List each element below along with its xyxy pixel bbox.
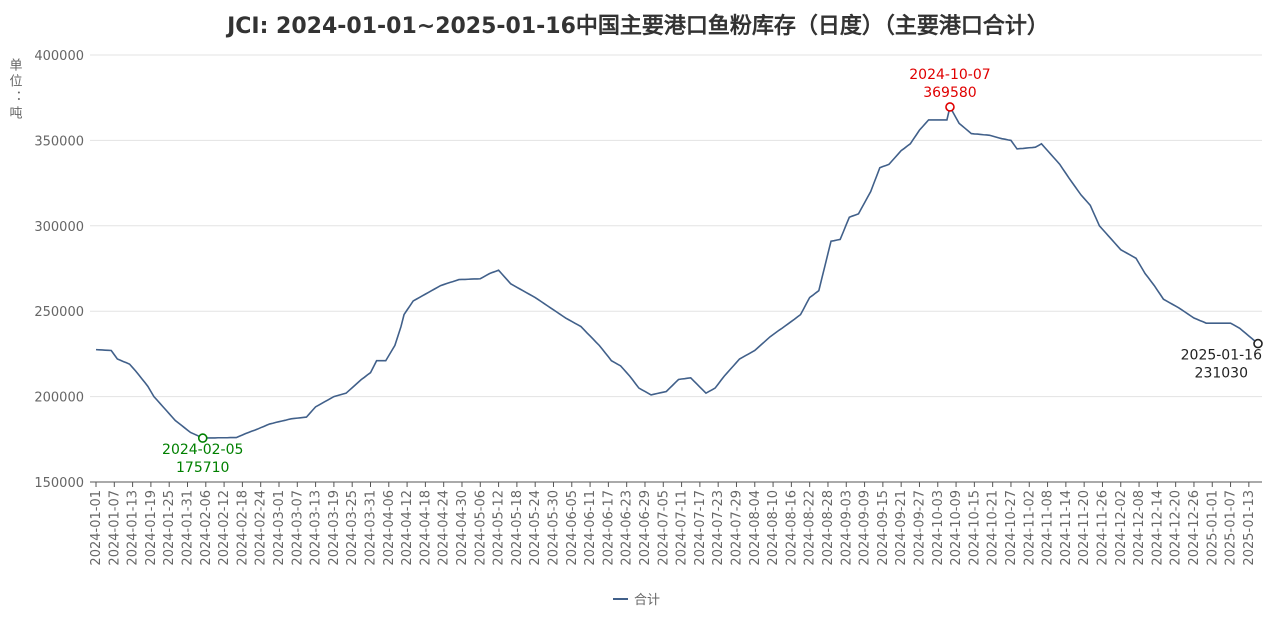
x-tick-label: 2024-06-23 [620, 490, 635, 566]
x-tick-label: 2024-12-20 [1169, 490, 1184, 566]
annotation-marker [945, 102, 955, 112]
x-tick-label: 2024-09-27 [912, 490, 927, 566]
x-tick-label: 2024-09-03 [839, 490, 854, 566]
x-tick-label: 2024-07-17 [693, 490, 708, 566]
x-tick-label: 2024-02-12 [217, 490, 232, 566]
x-tick-label: 2024-04-06 [382, 490, 397, 566]
y-tick-label: 150000 [34, 476, 84, 491]
x-tick-label: 2024-04-12 [400, 490, 415, 566]
annotation-value: 369580 [923, 85, 976, 101]
x-tick-label: 2024-10-15 [967, 490, 982, 566]
x-tick-label: 2024-11-26 [1095, 490, 1110, 566]
x-tick-label: 2024-05-06 [473, 490, 488, 566]
x-tick-label: 2024-06-29 [638, 490, 653, 566]
y-tick-label: 200000 [34, 391, 84, 406]
x-tick-label: 2024-12-08 [1132, 490, 1147, 566]
annotation-value: 231030 [1195, 366, 1248, 382]
x-tick-label: 2024-04-24 [437, 490, 452, 566]
x-tick-label: 2024-02-24 [254, 490, 269, 566]
x-tick-label: 2024-05-30 [546, 490, 561, 566]
x-tick-label: 2024-03-31 [363, 490, 378, 566]
x-tick-label: 2024-12-14 [1150, 490, 1165, 566]
x-tick-label: 2024-01-31 [180, 490, 195, 566]
annotation-marker [197, 433, 208, 443]
x-tick-label: 2024-05-12 [492, 490, 507, 566]
chart-title: JCI: 2024-01-01~2025-01-16中国主要港口鱼粉库存（日度）… [225, 13, 1049, 39]
x-tick-label: 2024-10-03 [931, 490, 946, 566]
x-tick-label: 2024-01-13 [126, 490, 141, 566]
x-tick-label: 2024-10-27 [1004, 490, 1019, 566]
y-tick-label: 250000 [34, 305, 84, 320]
x-tick-label: 2024-10-21 [986, 490, 1001, 566]
y-axis-label: 单位：吨 [7, 58, 23, 122]
x-tick-label: 2024-11-02 [1022, 490, 1037, 566]
x-tick-label: 2024-06-05 [565, 490, 580, 566]
annotation-date: 2024-02-05 [162, 442, 243, 458]
x-tick-label: 2024-08-10 [766, 490, 781, 566]
x-tick-label: 2024-08-04 [748, 490, 763, 566]
x-tick-label: 2024-11-08 [1041, 490, 1056, 566]
x-tick-label: 2024-03-25 [345, 490, 360, 566]
x-tick-label: 2025-01-13 [1242, 490, 1257, 566]
x-tick-label: 2024-01-19 [144, 490, 159, 566]
annotation-date: 2025-01-16 [1181, 348, 1262, 364]
x-tick-label: 2024-03-07 [290, 490, 305, 566]
x-tick-label: 2024-02-06 [199, 490, 214, 566]
x-tick-label: 2024-05-24 [528, 490, 543, 566]
x-tick-label: 2024-09-21 [894, 490, 909, 566]
series-line [95, 104, 1259, 439]
x-tick-label: 2024-07-05 [656, 490, 671, 566]
x-tick-label: 2024-09-09 [858, 490, 873, 566]
x-tick-label: 2024-11-14 [1059, 490, 1074, 566]
x-tick-label: 2024-07-29 [729, 490, 744, 566]
x-tick-label: 2024-08-16 [784, 490, 799, 566]
x-tick-label: 2024-06-17 [601, 490, 616, 566]
x-tick-label: 2024-10-09 [949, 490, 964, 566]
x-tick-label: 2024-08-22 [803, 490, 818, 566]
x-tick-label: 2024-07-23 [711, 490, 726, 566]
annotation-value: 175710 [176, 460, 229, 476]
x-tick-label: 2025-01-01 [1205, 490, 1220, 566]
x-tick-label: 2024-03-19 [327, 490, 342, 566]
x-tick-label: 2024-03-13 [309, 490, 324, 566]
x-tick-label: 2024-04-30 [455, 490, 470, 566]
legend-label: 合计 [634, 593, 660, 608]
x-tick-label: 2024-08-28 [821, 490, 836, 566]
y-tick-label: 300000 [34, 220, 84, 235]
annotation-date: 2024-10-07 [909, 67, 990, 83]
y-tick-label: 350000 [34, 134, 84, 149]
x-tick-label: 2024-01-25 [162, 490, 177, 566]
x-tick-label: 2024-05-18 [510, 490, 525, 566]
x-tick-label: 2024-07-11 [675, 490, 690, 566]
x-tick-label: 2024-11-20 [1077, 490, 1092, 566]
x-tick-label: 2024-12-26 [1187, 490, 1202, 566]
x-tick-label: 2024-12-02 [1114, 490, 1129, 566]
x-tick-label: 2024-09-15 [876, 490, 891, 566]
y-tick-label: 400000 [34, 49, 84, 64]
x-tick-label: 2024-01-01 [89, 490, 104, 566]
annotation-marker [1253, 338, 1263, 349]
x-tick-label: 2024-03-01 [272, 490, 287, 566]
x-tick-label: 2024-06-11 [583, 490, 598, 566]
x-tick-label: 2024-01-07 [107, 490, 122, 566]
x-tick-label: 2025-01-07 [1224, 490, 1239, 566]
x-tick-label: 2024-04-18 [418, 490, 433, 566]
x-tick-label: 2024-02-18 [235, 490, 250, 566]
